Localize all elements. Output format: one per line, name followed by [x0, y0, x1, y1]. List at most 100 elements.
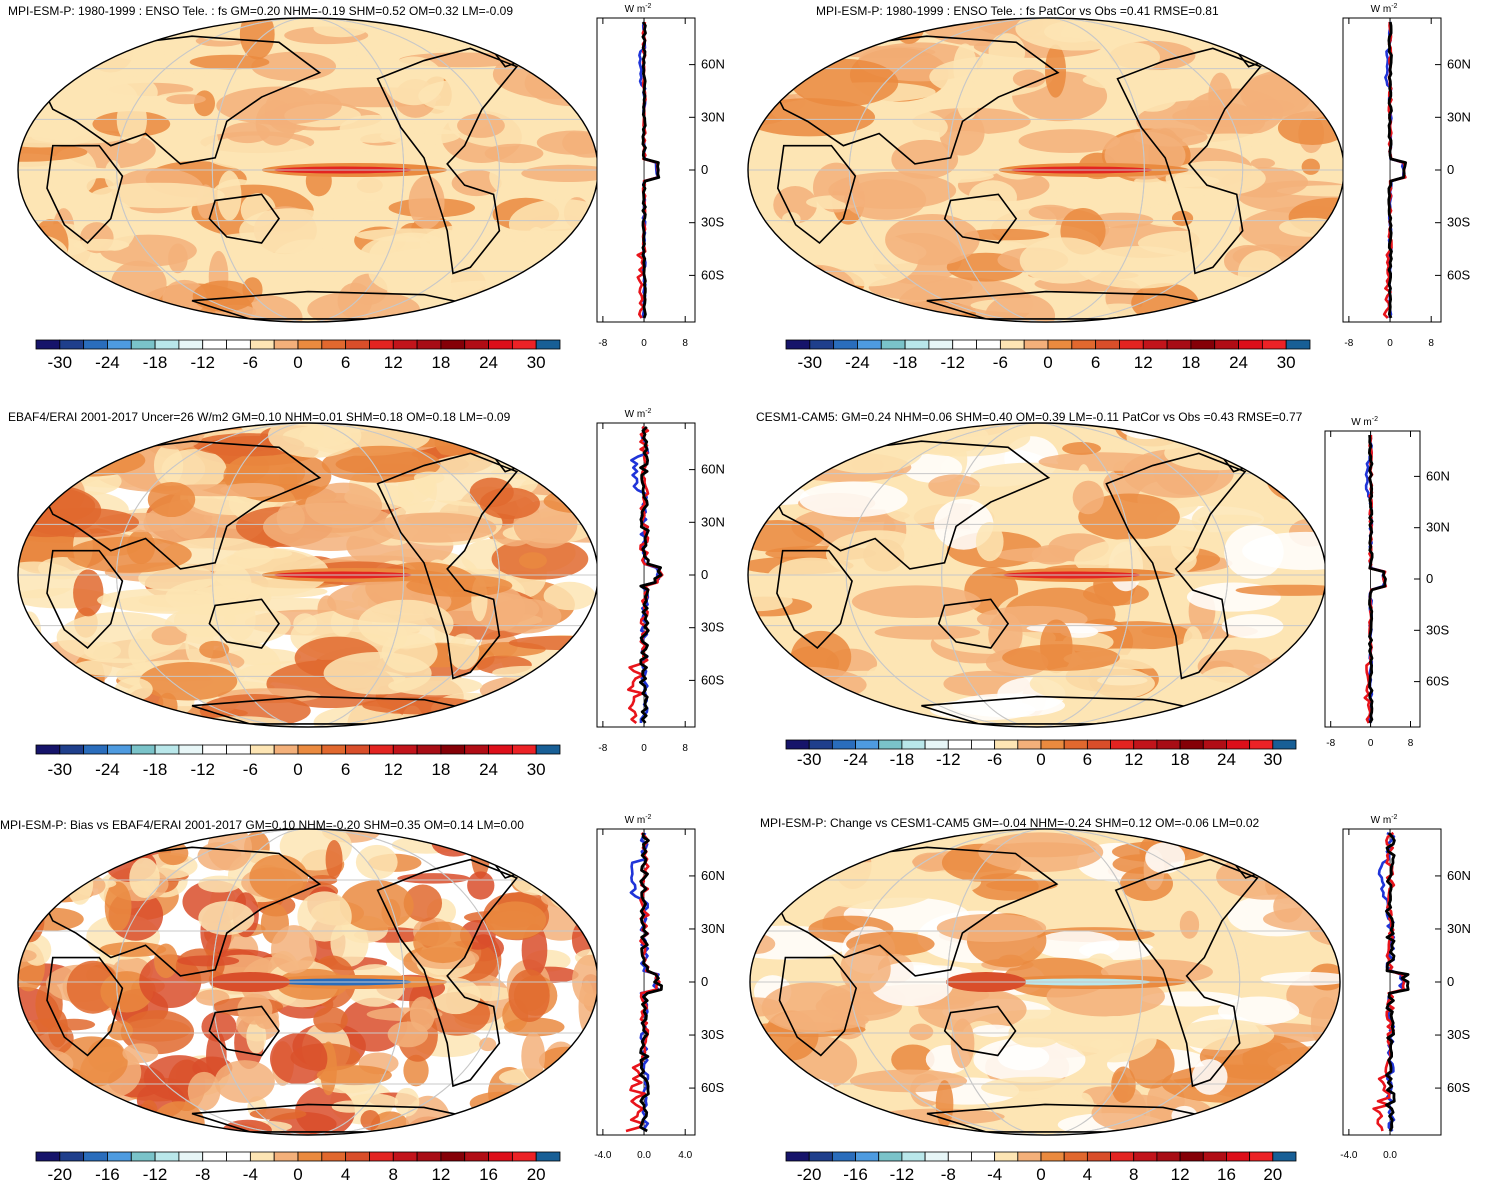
field-patch: [479, 1037, 497, 1052]
lat-label: 0: [1447, 974, 1454, 989]
field-patch: [18, 289, 101, 322]
colorbar-tick-label: 0: [1036, 1165, 1045, 1184]
field-patch: [874, 17, 900, 34]
field-patch: [339, 880, 414, 931]
colorbar-swatch: [994, 1151, 1019, 1162]
field-patch: [485, 901, 547, 940]
field-patch: [840, 943, 891, 994]
unit-text: W m: [625, 815, 646, 826]
field-patch: [325, 840, 343, 880]
field-patch: [61, 716, 147, 727]
colorbar-swatch: [488, 744, 513, 755]
continent-outline: [1105, 452, 1247, 680]
field-patch: [508, 969, 550, 1023]
field-patch: [935, 1080, 954, 1128]
field-patch: [528, 706, 593, 727]
field-patch: [986, 879, 1058, 892]
colorbar-swatch: [1047, 339, 1073, 350]
colorbar-swatch: [1272, 1151, 1297, 1162]
field-patch: [1198, 514, 1262, 525]
field-patch: [43, 1088, 85, 1135]
field-patch: [120, 1010, 195, 1055]
field-patch: [97, 588, 223, 612]
field-patch: [936, 913, 1047, 943]
colorbar-tick-label: -4: [243, 1165, 258, 1184]
colorbar-swatch: [1086, 739, 1111, 750]
field-patch: [153, 444, 184, 487]
field-patch: [760, 452, 794, 467]
field-patch: [748, 450, 766, 493]
field-patch: [1002, 644, 1120, 671]
colorbar-swatch: [464, 744, 489, 755]
colorbar-swatch: [947, 739, 972, 750]
continent-outline: [208, 193, 280, 244]
lat-label: 30N: [1426, 520, 1450, 535]
x-tick-label: -8: [598, 338, 607, 349]
field-patch: [413, 921, 473, 964]
colorbar-swatch: [249, 339, 275, 350]
field-patch: [83, 641, 122, 660]
colorbar-swatch: [321, 339, 347, 350]
x-tick-label: 4.0: [678, 1150, 692, 1161]
continent-outline: [208, 598, 280, 649]
colorbar-tick-label: 30: [1277, 353, 1296, 372]
field-patch: [1221, 614, 1284, 639]
field-patch: [750, 832, 830, 868]
field-patch: [997, 1044, 1050, 1071]
colorbar-swatch: [947, 1151, 972, 1162]
field-patch: [177, 955, 240, 967]
field-patch: [33, 18, 78, 40]
colorbar-swatch: [1095, 339, 1120, 350]
field-patch: [1237, 250, 1286, 297]
field-patch: [995, 547, 1092, 563]
colorbar-tick-label: -8: [195, 1165, 210, 1184]
field-patch: [521, 164, 598, 183]
field-patch: [1235, 294, 1255, 323]
colorbar-swatch: [833, 339, 858, 350]
field-patch: [543, 581, 596, 611]
field-patch: [1141, 991, 1242, 1007]
colorbar-tick-label: 0: [293, 1165, 302, 1184]
colorbar-swatch: [130, 339, 156, 350]
field-patch: [1304, 304, 1338, 322]
colorbar-tick-label: -12: [190, 760, 215, 779]
field-patch: [988, 612, 1023, 657]
field-patch: [451, 170, 502, 197]
field-patch: [761, 828, 798, 849]
colorbar-tick-label: 12: [384, 353, 403, 372]
field-patch: [939, 109, 985, 156]
colorbar-swatch: [1179, 1151, 1204, 1162]
colorbar-swatch: [1156, 1151, 1181, 1162]
colorbar-swatch: [297, 1151, 323, 1162]
field-patch: [26, 1065, 64, 1093]
colorbar-tick-label: 24: [479, 353, 498, 372]
field-patch: [18, 121, 97, 148]
continent-outline: [937, 598, 1010, 649]
field-patch: [251, 51, 337, 81]
field-patch: [1229, 17, 1273, 56]
colorbar-swatch: [928, 339, 954, 350]
colorbar-swatch: [1023, 339, 1049, 350]
map-field: [18, 18, 598, 322]
field-patch: [305, 482, 383, 529]
field-patch: [1305, 841, 1341, 874]
colorbar-swatch: [345, 744, 370, 755]
field-patch: [789, 427, 843, 444]
field-patch: [31, 674, 63, 721]
colorbar-swatch: [226, 339, 251, 350]
colorbar-swatch: [1110, 739, 1135, 750]
colorbar-tick-label: 24: [1217, 750, 1236, 769]
field-patch: [1145, 842, 1186, 874]
map-field: [18, 829, 598, 1135]
field-patch: [337, 282, 373, 319]
field-patch: [750, 1098, 853, 1136]
field-patch: [504, 1017, 565, 1037]
colorbar-tick-label: 12: [1124, 750, 1143, 769]
field-patch: [790, 58, 899, 107]
field-patch: [237, 993, 273, 1025]
field-patch: [485, 427, 598, 453]
colorbar-swatch: [855, 739, 880, 750]
lat-label: 60N: [1426, 468, 1450, 483]
colorbar-swatch: [878, 739, 903, 750]
field-patch: [166, 94, 206, 105]
